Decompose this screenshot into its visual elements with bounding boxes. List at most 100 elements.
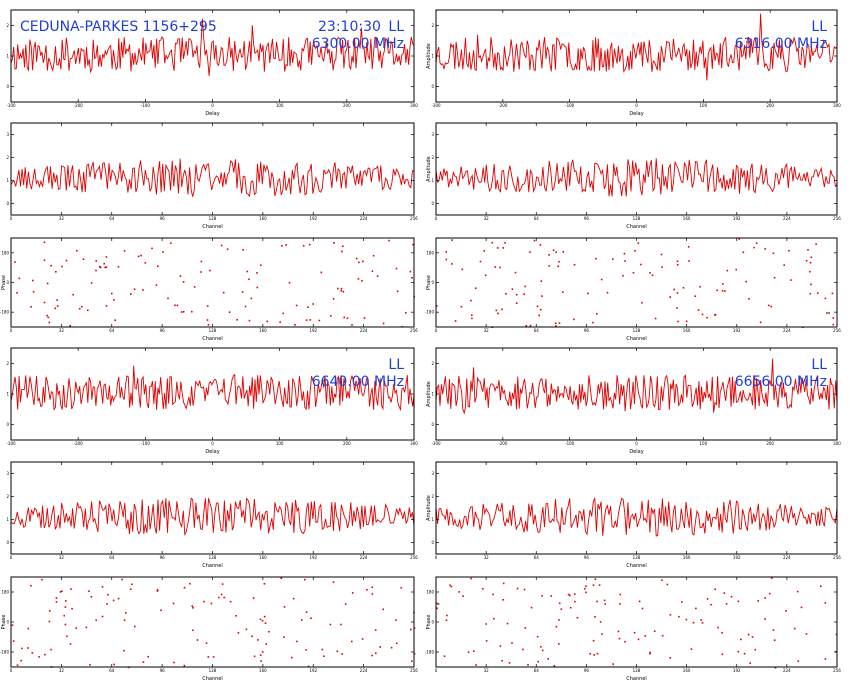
phase-point — [548, 265, 551, 267]
phase-point — [483, 250, 486, 252]
phase-point — [192, 629, 194, 632]
panel-10: 0 32 64 96 128 160 192 224 256 180 0 -180 Channel Pha… — [0, 576, 418, 680]
phase-point — [623, 252, 626, 255]
phase-point — [307, 306, 309, 308]
phase-point — [540, 646, 542, 648]
y-tick-label: 0 — [431, 280, 434, 285]
y-tick-label: 180 — [1, 590, 9, 595]
phase-point — [236, 319, 238, 321]
y-tick-label: 2 — [431, 23, 434, 28]
phase-point — [64, 623, 67, 626]
phase-point — [252, 597, 255, 599]
phase-point — [651, 274, 654, 277]
phase-point — [809, 261, 812, 264]
phase-point — [11, 624, 14, 626]
y-tick-label: 180 — [1, 250, 9, 255]
phase-point — [263, 615, 266, 618]
y-tick-label: 2 — [6, 23, 9, 28]
phase-point — [346, 317, 349, 320]
phase-point — [436, 602, 438, 605]
phase-point — [176, 304, 179, 307]
phase-point — [207, 656, 210, 658]
x-tick-label: 32 — [484, 668, 490, 673]
phase-point — [585, 591, 587, 594]
phase-point — [395, 619, 397, 621]
phase-point — [220, 593, 223, 596]
phase-point — [312, 303, 314, 305]
y-tick-label: 0 — [6, 201, 9, 206]
phase-point — [547, 658, 549, 660]
phase-point — [562, 291, 564, 293]
phase-point — [445, 619, 448, 622]
phase-point — [820, 585, 822, 587]
phase-point — [604, 603, 606, 605]
phase-point — [632, 272, 635, 274]
series-line — [435, 13, 838, 81]
phase-point — [105, 256, 108, 258]
phase-point — [748, 298, 750, 300]
phase-point — [358, 261, 360, 264]
x-axis-label: Channel — [202, 224, 223, 230]
phase-point — [305, 319, 308, 321]
y-tick-label: 3 — [431, 132, 434, 137]
phase-point — [43, 259, 46, 262]
phase-point — [209, 269, 211, 272]
phase-point — [43, 301, 46, 304]
phase-point — [511, 642, 513, 644]
phase-point — [807, 249, 809, 251]
phase-point — [173, 661, 175, 664]
phase-point — [785, 610, 787, 612]
phase-point — [351, 592, 354, 594]
phase-point — [511, 288, 514, 290]
phase-point — [460, 305, 463, 308]
x-tick-label: -300 — [6, 103, 16, 108]
x-tick-label: -100 — [141, 441, 151, 446]
phase-point — [123, 619, 126, 622]
phase-point — [63, 614, 65, 617]
phase-point — [474, 287, 477, 289]
phase-point — [226, 248, 229, 250]
phase-point — [221, 583, 224, 585]
phase-point — [485, 623, 487, 625]
phase-point — [669, 657, 672, 659]
phase-point — [764, 618, 766, 620]
phase-point — [649, 651, 651, 654]
phase-point — [55, 601, 58, 603]
x-tick-label: 200 — [343, 103, 351, 108]
polarisation-label: LL — [811, 357, 827, 373]
phase-point — [569, 594, 571, 597]
phase-point — [95, 269, 97, 272]
phase-point — [530, 606, 533, 609]
phase-point — [82, 258, 85, 260]
x-tick-label: 0 — [435, 328, 438, 333]
phase-point — [618, 637, 621, 640]
phase-point — [200, 260, 203, 263]
phase-point — [283, 606, 286, 608]
x-tick-label: 64 — [534, 668, 540, 673]
phase-point — [14, 261, 16, 263]
phase-point — [506, 622, 509, 625]
phase-point — [191, 310, 193, 313]
x-tick-label: -300 — [431, 103, 441, 108]
phase-point — [340, 290, 343, 292]
y-axis-label: Phase — [426, 275, 432, 290]
phase-point — [332, 298, 335, 300]
phase-point — [768, 592, 771, 595]
phase-point — [649, 652, 651, 655]
phase-point — [437, 603, 440, 605]
x-tick-label: 300 — [410, 441, 418, 446]
phase-point — [260, 660, 262, 662]
phase-point — [809, 292, 812, 295]
phase-point — [767, 304, 770, 307]
phase-point — [72, 293, 74, 296]
x-tick-label: 128 — [209, 555, 217, 560]
phase-point — [223, 596, 226, 599]
y-tick-label: 2 — [6, 494, 9, 499]
phase-point — [50, 264, 52, 267]
phase-point — [285, 244, 287, 246]
phase-point — [253, 655, 256, 658]
phase-point — [144, 262, 147, 264]
phase-point — [90, 282, 93, 284]
y-tick-label: 3 — [6, 132, 9, 137]
phase-point — [27, 627, 30, 630]
